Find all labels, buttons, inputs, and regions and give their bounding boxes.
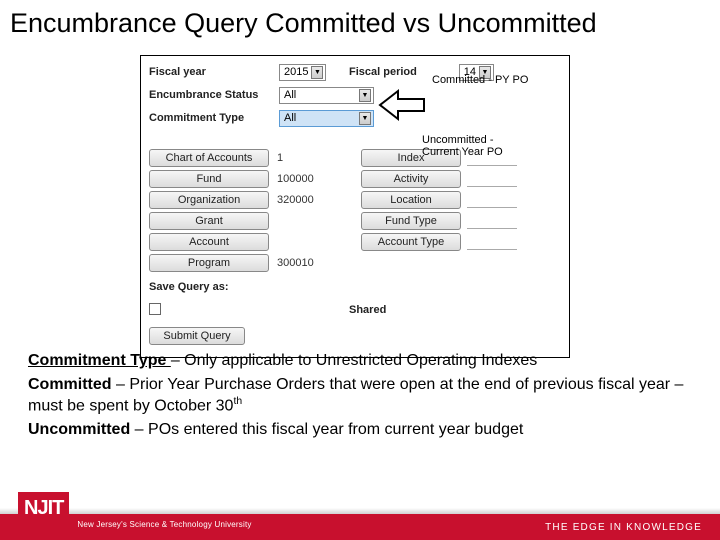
fiscal-year-label: Fiscal year [149,66,279,78]
fund-button[interactable]: Fund [149,170,269,188]
grant-button[interactable]: Grant [149,212,269,230]
fund-type-input[interactable] [467,213,517,229]
chart-of-accounts-button[interactable]: Chart of Accounts [149,149,269,167]
encumbrance-status-value: All [284,89,356,101]
slide-footer: NJIT New Jersey's Science & Technology U… [0,492,720,540]
annotation-committed: Committed - PY PO [432,74,528,86]
save-query-label: Save Query as: [149,281,269,293]
encumbrance-status-label: Encumbrance Status [149,89,279,101]
fund-type-button[interactable]: Fund Type [361,212,461,230]
organization-value: 320000 [275,194,355,206]
annotation-uncommitted: Uncommitted - Current Year PO [422,134,503,158]
program-button[interactable]: Program [149,254,269,272]
tagline: THE EDGE IN KNOWLEDGE [545,522,702,533]
location-button[interactable]: Location [361,191,461,209]
shared-label: Shared [349,304,429,316]
program-value: 300010 [275,257,355,269]
account-type-button[interactable]: Account Type [361,233,461,251]
explanatory-text: Commitment Type – Only applicable to Unr… [28,350,688,443]
submit-query-button[interactable]: Submit Query [149,327,245,345]
encumbrance-status-select[interactable]: All ▼ [279,87,374,104]
save-query-checkbox[interactable] [149,303,161,315]
chart-value: 1 [275,152,355,164]
njit-logo: NJIT New Jersey's Science & Technology U… [18,492,252,532]
account-type-input[interactable] [467,234,517,250]
chevron-down-icon: ▼ [359,89,371,102]
location-input[interactable] [467,192,517,208]
activity-input[interactable] [467,171,517,187]
fiscal-year-select[interactable]: 2015 ▼ [279,64,326,81]
commitment-type-value: All [284,112,356,124]
activity-button[interactable]: Activity [361,170,461,188]
fund-value: 100000 [275,173,355,185]
fiscal-period-label: Fiscal period [349,66,444,78]
account-button[interactable]: Account [149,233,269,251]
query-form-panel: Fiscal year 2015 ▼ Fiscal period 14 ▼ En… [140,55,570,358]
organization-button[interactable]: Organization [149,191,269,209]
commitment-type-label: Commitment Type [149,112,279,124]
commitment-type-select[interactable]: All ▼ [279,110,374,127]
slide-title: Encumbrance Query Committed vs Uncommitt… [0,0,720,43]
chevron-down-icon: ▼ [311,66,323,79]
logo-letters: NJIT [18,492,69,532]
logo-subtitle: New Jersey's Science & Technology Univer… [77,520,251,532]
chevron-down-icon: ▼ [359,112,371,125]
fiscal-year-value: 2015 [284,66,308,78]
